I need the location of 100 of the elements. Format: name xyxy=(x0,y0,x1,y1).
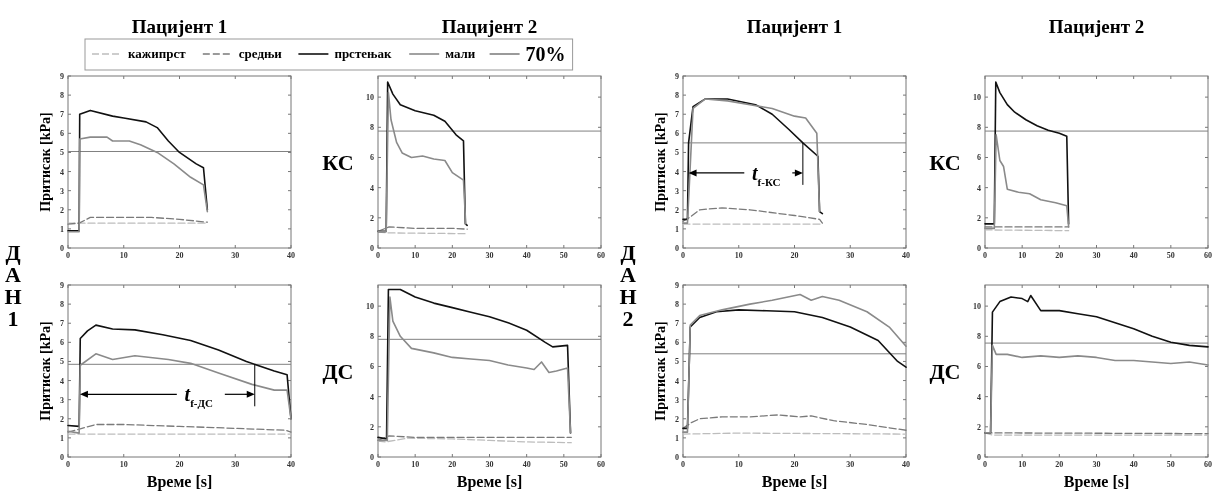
y-tick-label: 0 xyxy=(60,453,64,462)
legend-label: кажипрст xyxy=(128,46,187,61)
text: КС xyxy=(929,150,961,175)
x-tick-label: 0 xyxy=(983,460,987,469)
y-tick-label: 4 xyxy=(977,392,981,402)
x-tick-label: 10 xyxy=(734,251,743,260)
y-tick-label: 3 xyxy=(675,186,679,196)
y-tick-label: 4 xyxy=(675,167,679,177)
x-tick-label: 20 xyxy=(1055,460,1064,469)
y-tick-label: 1 xyxy=(60,224,64,234)
y-tick-label: 6 xyxy=(977,362,981,372)
y-tick-label: 8 xyxy=(977,123,981,133)
y-tick-label: 8 xyxy=(370,123,374,133)
line-series xyxy=(67,353,292,434)
y-tick-label: 0 xyxy=(370,453,374,462)
x-tick-label: 20 xyxy=(790,251,799,260)
x-tick-label: 0 xyxy=(376,251,380,260)
x-tick-label: 50 xyxy=(1166,251,1175,260)
x-tick-label: 0 xyxy=(66,251,70,260)
y-tick-label: 9 xyxy=(675,72,679,81)
x-tick-label: 10 xyxy=(411,251,420,260)
legend-label: средњи xyxy=(238,46,283,61)
annotation: t$_{f-ДС}$ xyxy=(184,383,214,410)
y-tick-label: 10 xyxy=(973,93,981,103)
x-tick-label: 30 xyxy=(846,251,855,260)
x-tick-label: 40 xyxy=(287,251,295,260)
x-tick-label: 40 xyxy=(287,460,295,469)
y-tick-label: 2 xyxy=(675,414,679,424)
y-tick-label: 7 xyxy=(675,319,679,329)
chart-title: Пацијент 2 xyxy=(1048,16,1145,37)
x-tick-label: 30 xyxy=(231,460,240,469)
y-tick-label: 5 xyxy=(60,148,64,158)
x-tick-label: 10 xyxy=(411,460,420,469)
y-tick-label: 2 xyxy=(977,422,981,432)
y-tick-label: 0 xyxy=(977,244,981,253)
legend-label: прстењак xyxy=(334,46,392,61)
x-tick-label: 50 xyxy=(1166,460,1175,469)
x-tick-label: 40 xyxy=(902,460,910,469)
x-tick-label: 60 xyxy=(597,251,605,260)
x-tick-label: 10 xyxy=(119,460,128,469)
y-tick-label: 9 xyxy=(675,281,679,290)
text: 70% xyxy=(525,43,566,65)
y-tick-label: 6 xyxy=(977,153,981,163)
y-tick-label: 8 xyxy=(60,300,64,310)
y-tick-label: 4 xyxy=(675,376,679,386)
x-tick-label: 20 xyxy=(175,460,184,469)
y-tick-label: 3 xyxy=(60,395,64,405)
x-tick-label: 40 xyxy=(1129,460,1138,469)
x-tick-label: 0 xyxy=(681,460,685,469)
y-axis-title: Притисак [kPa] xyxy=(38,321,53,421)
y-tick-label: 5 xyxy=(675,148,679,158)
x-tick-label: 40 xyxy=(522,460,531,469)
y-tick-label: 10 xyxy=(973,302,981,312)
y-tick-label: 4 xyxy=(977,183,981,193)
y-tick-label: 8 xyxy=(370,332,374,342)
x-tick-label: 30 xyxy=(1092,460,1101,469)
text: ДС xyxy=(929,359,961,384)
x-tick-label: 20 xyxy=(448,460,457,469)
y-tick-label: 4 xyxy=(370,183,374,193)
y-tick-label: 7 xyxy=(60,110,64,120)
y-tick-label: 4 xyxy=(60,167,64,177)
x-tick-label: 30 xyxy=(485,251,494,260)
x-tick-label: 30 xyxy=(485,460,494,469)
x-tick-label: 10 xyxy=(1018,251,1027,260)
y-tick-label: 0 xyxy=(977,453,981,462)
y-tick-label: 8 xyxy=(675,300,679,310)
y-tick-label: 6 xyxy=(60,129,64,139)
y-tick-label: 2 xyxy=(977,213,981,223)
x-axis-title: Време [s] xyxy=(146,473,213,491)
y-tick-label: 2 xyxy=(370,422,374,432)
y-tick-label: 8 xyxy=(977,332,981,342)
y-tick-label: 9 xyxy=(60,72,64,81)
y-tick-label: 5 xyxy=(60,357,64,367)
x-tick-label: 10 xyxy=(734,460,743,469)
y-tick-label: 0 xyxy=(675,453,679,462)
y-tick-label: 2 xyxy=(60,205,64,215)
text: ДС xyxy=(322,359,354,384)
y-tick-label: 4 xyxy=(370,392,374,402)
x-tick-label: 20 xyxy=(790,460,799,469)
y-tick-label: 6 xyxy=(370,153,374,163)
y-tick-label: 7 xyxy=(60,319,64,329)
y-tick-label: 2 xyxy=(675,205,679,215)
y-tick-label: 1 xyxy=(60,433,64,443)
y-tick-label: 8 xyxy=(60,91,64,101)
y-tick-label: 3 xyxy=(60,186,64,196)
y-tick-label: 6 xyxy=(675,129,679,139)
x-tick-label: 60 xyxy=(597,460,605,469)
y-tick-label: 0 xyxy=(60,244,64,253)
chart-title: Пацијент 1 xyxy=(131,16,228,37)
chart-title: Пацијент 1 xyxy=(746,16,843,37)
x-tick-label: 20 xyxy=(1055,251,1064,260)
x-axis-title: Време [s] xyxy=(761,473,828,491)
y-tick-label: 0 xyxy=(675,244,679,253)
x-tick-label: 30 xyxy=(1092,251,1101,260)
x-axis-title: Време [s] xyxy=(1063,473,1130,491)
y-tick-label: 3 xyxy=(675,395,679,405)
x-tick-label: 60 xyxy=(1204,460,1212,469)
x-tick-label: 0 xyxy=(66,460,70,469)
y-axis-title: Притисак [kPa] xyxy=(653,112,668,212)
legend-label: мали xyxy=(445,46,476,61)
